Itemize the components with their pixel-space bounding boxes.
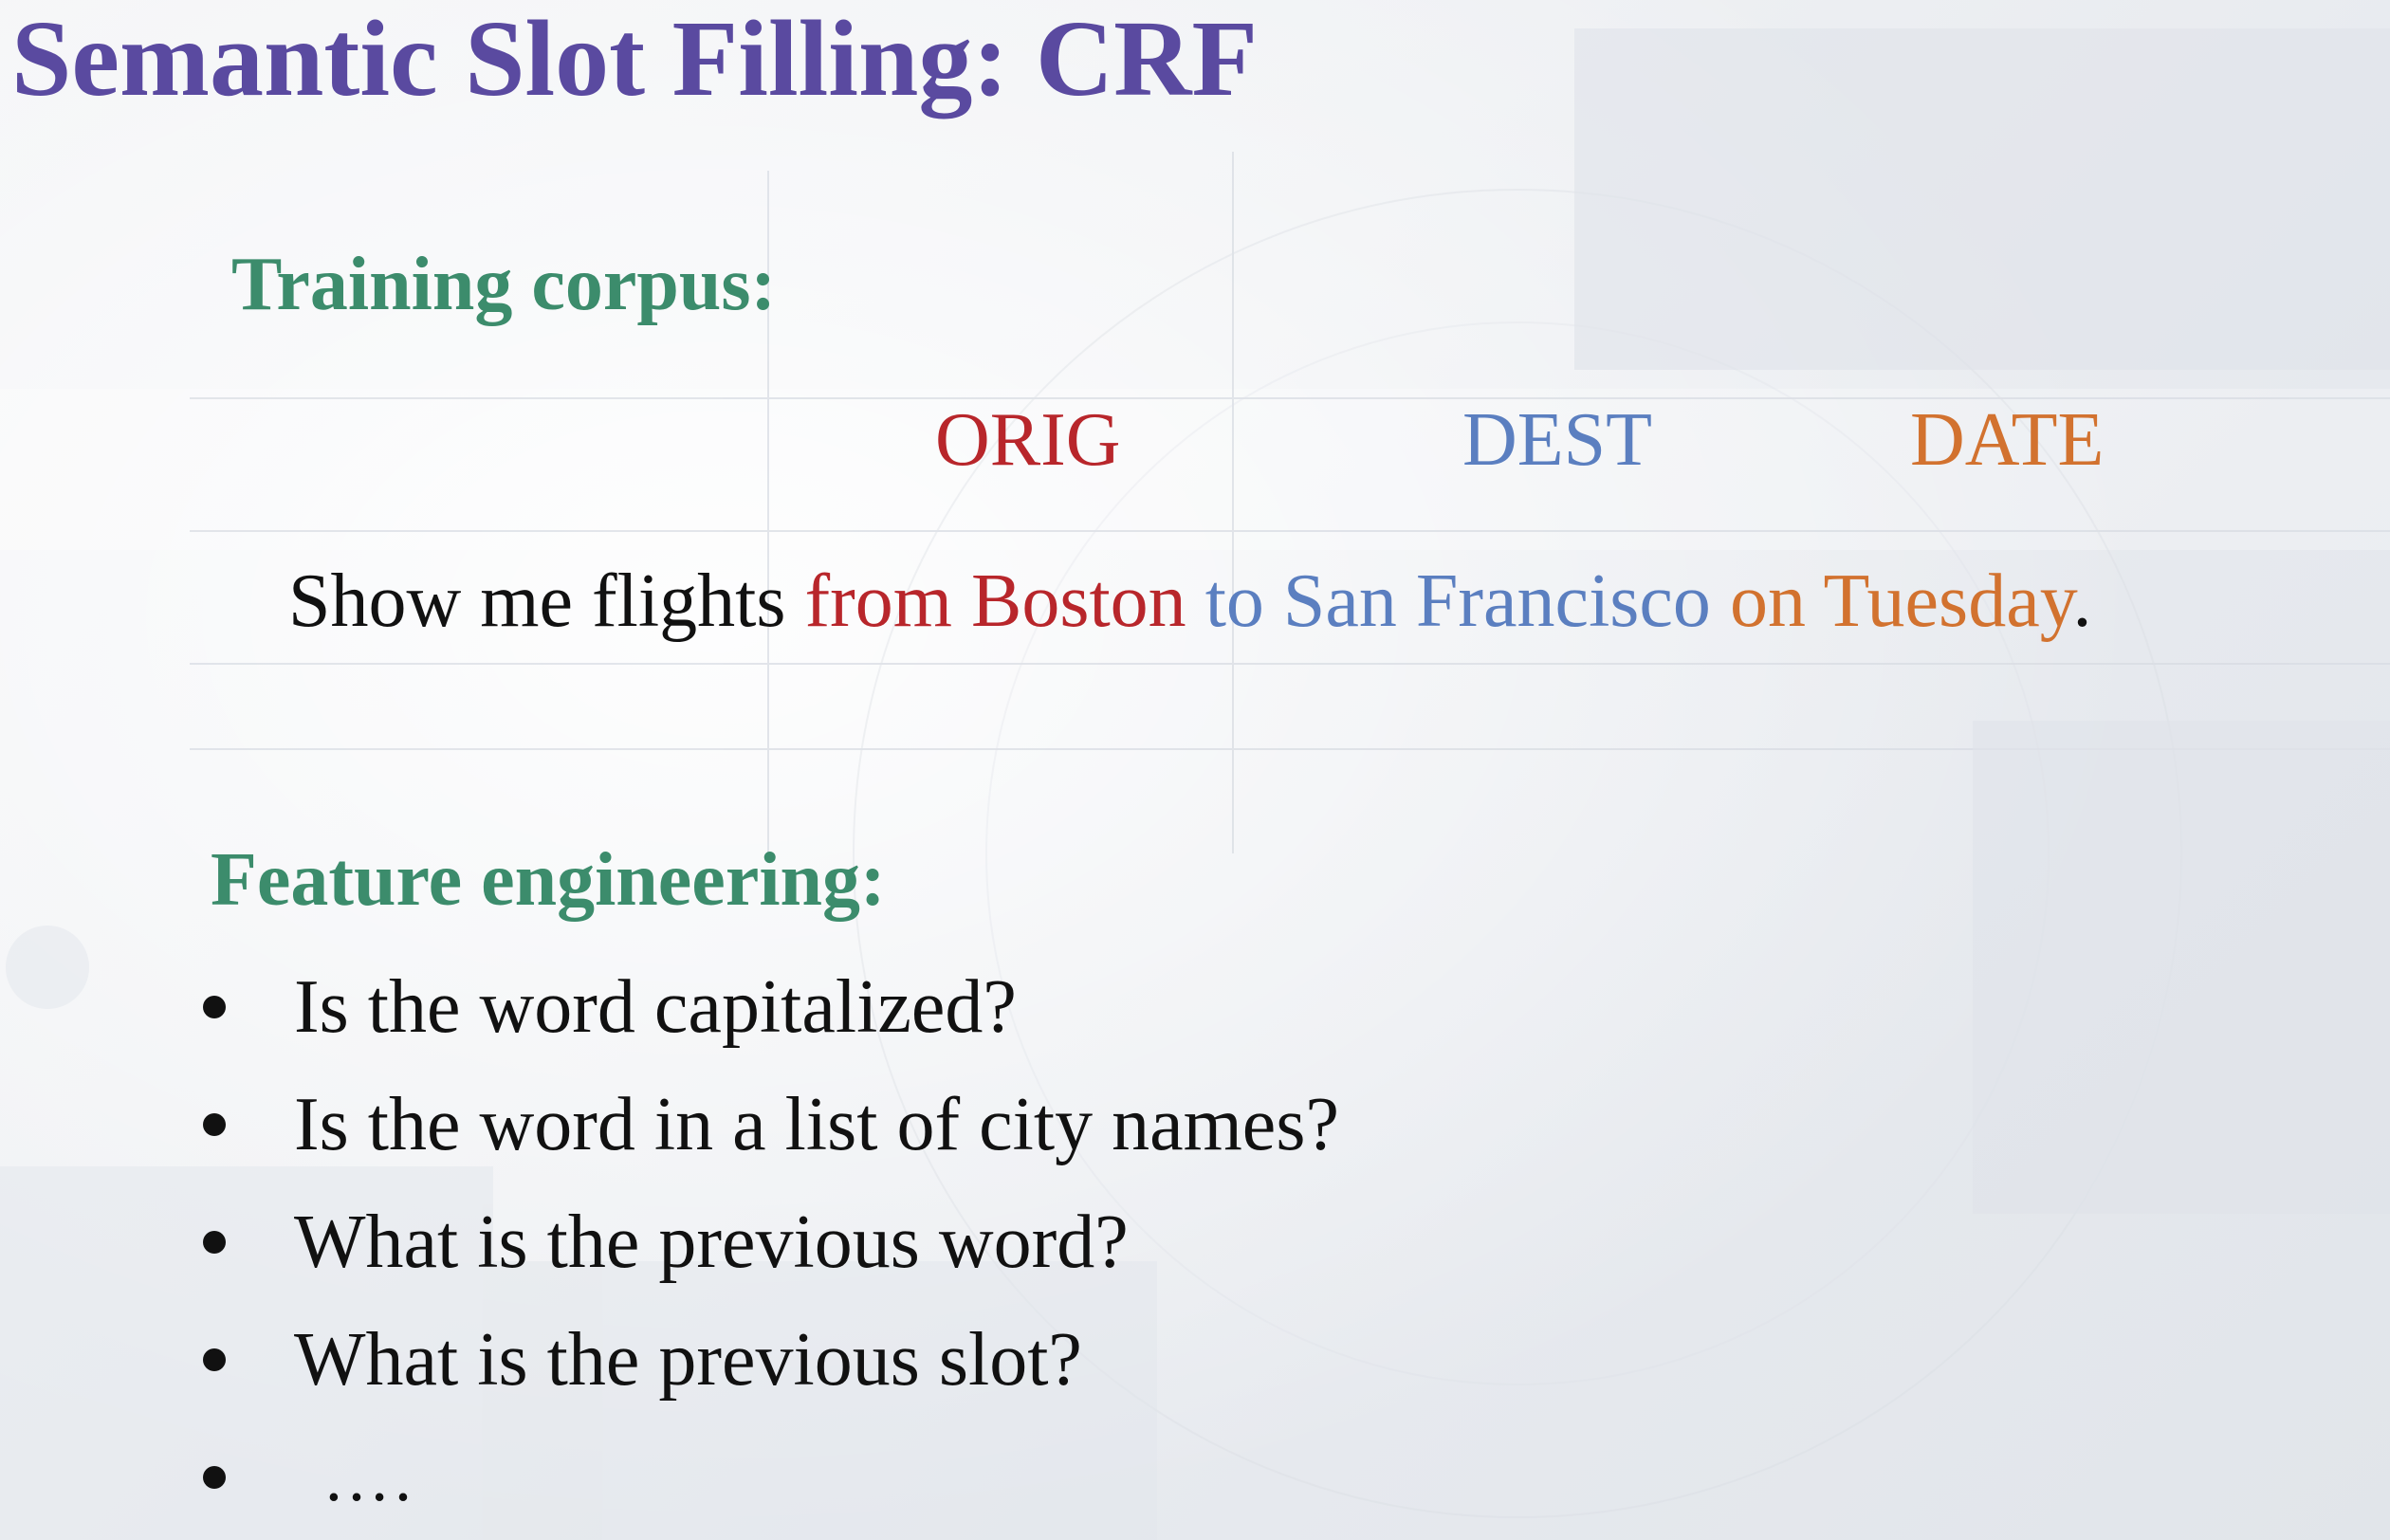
feature-list-item: Is the word capitalized? — [203, 948, 1339, 1066]
feature-list-item: What is the previous slot? — [203, 1301, 1339, 1419]
feature-text: What is the previous word? — [294, 1200, 1129, 1284]
feature-text: Is the word in a list of city names? — [294, 1082, 1339, 1166]
feature-list-item: …. — [203, 1419, 1339, 1536]
bullet-icon — [203, 1231, 226, 1254]
bullet-icon — [203, 996, 226, 1018]
training-corpus-heading: Training corpus: — [231, 243, 777, 326]
bullet-icon — [203, 1466, 226, 1489]
feature-list-item: Is the word in a list of city names? — [203, 1066, 1339, 1183]
feature-text: What is the previous slot? — [294, 1317, 1082, 1402]
example-sentence: Show me flights from Boston to San Franc… — [288, 559, 2092, 643]
feature-list: Is the word capitalized? Is the word in … — [203, 948, 1339, 1536]
sentence-end-punctuation: . — [2072, 559, 2092, 643]
feature-text: Is the word capitalized? — [294, 964, 1017, 1049]
bullet-icon — [203, 1348, 226, 1371]
sentence-orig-segment: from Boston — [804, 559, 1186, 643]
feature-engineering-heading: Feature engineering: — [211, 838, 886, 922]
slot-label-dest: DEST — [1462, 398, 1652, 482]
slot-label-orig: ORIG — [935, 398, 1121, 482]
sentence-dest-segment: to San Francisco — [1186, 559, 1711, 643]
slot-label-date: DATE — [1910, 398, 2105, 482]
slide-title: Semantic Slot Filling: CRF — [11, 0, 1259, 119]
sentence-date-segment: on Tuesday — [1710, 559, 2073, 643]
feature-list-item: What is the previous word? — [203, 1183, 1339, 1301]
feature-text: …. — [322, 1439, 415, 1515]
sentence-plain-segment: Show me flights — [288, 559, 805, 643]
bullet-icon — [203, 1113, 226, 1136]
